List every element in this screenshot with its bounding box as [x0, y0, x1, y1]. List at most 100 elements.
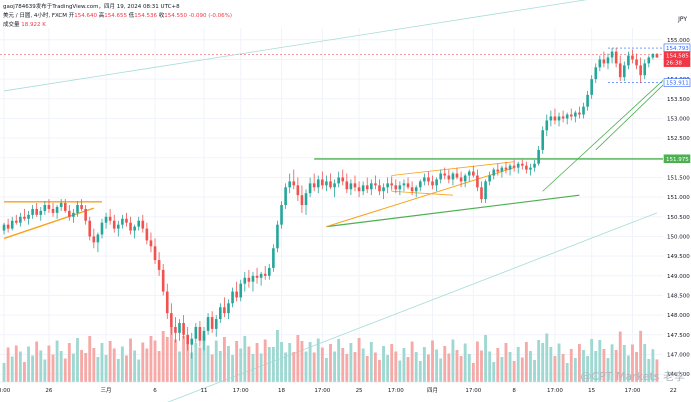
volume-bar: [569, 349, 573, 382]
time-axis[interactable]: 8:00 26 三月 6 11 17:00 18 17:00 25 17:00 四月 17:00 8 17…: [0, 381, 677, 394]
volume-bar: [125, 355, 128, 382]
candle-body: [255, 275, 259, 278]
volume-bar: [198, 347, 202, 382]
candle-body: [345, 181, 349, 190]
candle-body: [149, 240, 153, 247]
candle-body: [157, 260, 161, 270]
candle-body: [414, 187, 418, 192]
volume-bar: [214, 340, 218, 382]
candle-body: [88, 220, 92, 237]
candle-body: [100, 222, 104, 235]
candle-body: [427, 177, 430, 182]
candle-body: [276, 224, 279, 249]
volume-bar: [271, 347, 275, 382]
candle-body: [492, 169, 496, 176]
high-label: 高: [98, 13, 105, 19]
candle-body: [308, 183, 312, 194]
volume-bar: [88, 336, 92, 382]
candle-body: [259, 273, 263, 278]
volume-bar: [598, 340, 602, 382]
candle-body: [14, 220, 18, 223]
price-axis[interactable]: 155.000154.500154.000153.500153.000152.5…: [663, 0, 691, 402]
candle-body: [284, 187, 287, 205]
candle-body: [549, 116, 553, 121]
candle-body: [170, 313, 173, 327]
candle-body: [247, 277, 251, 282]
volume-bar: [422, 347, 426, 382]
candle-body: [353, 183, 357, 188]
candle-body: [341, 177, 345, 182]
candle-body: [304, 193, 308, 205]
volume-bar: [398, 360, 402, 382]
candle-body: [623, 65, 626, 78]
time-tick-label: 26: [45, 388, 52, 394]
price-tag: [663, 154, 691, 164]
candle-body: [512, 165, 516, 168]
volume-bar: [304, 351, 308, 382]
price-axis-background: [663, 0, 691, 402]
volume-bar: [243, 336, 247, 382]
candle-body: [582, 106, 585, 115]
candle-body: [541, 130, 545, 150]
candle-body: [329, 181, 332, 188]
candle-body: [627, 55, 630, 66]
volume-bar: [410, 341, 414, 382]
candle-body: [443, 173, 447, 176]
volume-bar: [573, 358, 577, 382]
volume-bar: [259, 353, 263, 382]
volume-bar: [529, 351, 532, 382]
candle-body: [325, 181, 328, 186]
candle-body: [394, 185, 398, 190]
volume-bar: [263, 339, 267, 382]
volume-bar: [447, 353, 451, 382]
candle-body: [410, 187, 414, 192]
candle-body: [594, 67, 598, 80]
price-tag-label: 154.793: [666, 46, 689, 52]
volume-bar: [43, 359, 47, 382]
candle-body: [280, 205, 283, 225]
volume-bar: [557, 343, 561, 382]
price-tick-label: 148.000: [667, 313, 690, 319]
candle-body: [202, 330, 206, 341]
volume-bar: [577, 344, 581, 382]
volume-bar: [459, 356, 463, 382]
volume-bar: [169, 326, 173, 382]
price-tick-label: 151.500: [667, 175, 690, 181]
volume-bar: [508, 352, 512, 382]
candle-body: [174, 326, 177, 333]
candle-body: [186, 334, 189, 345]
volume-bar: [594, 351, 598, 382]
volume-bar: [312, 352, 316, 382]
trend-drawings: [3, 47, 682, 240]
candle-body: [263, 273, 267, 276]
volume-bar: [47, 345, 51, 382]
price-tick-label: 150.500: [667, 215, 690, 221]
volume-bar: [553, 356, 557, 382]
candle-body: [557, 116, 561, 121]
volume-bar: [475, 341, 479, 382]
volume-bar: [373, 352, 377, 382]
candle-body: [406, 183, 410, 188]
candle-body: [178, 323, 181, 333]
candle-body: [610, 51, 614, 58]
volume-bar: [31, 355, 35, 382]
candle-body: [108, 216, 112, 221]
candle-body: [349, 183, 353, 190]
symbol-label[interactable]: 美元 / 日圆, 4小时, FXCM: [3, 13, 67, 19]
candle-body: [455, 173, 459, 178]
candle-body: [296, 185, 300, 196]
candle-body: [129, 222, 132, 231]
candle-body: [357, 187, 361, 192]
candle-body: [488, 175, 491, 182]
price-tag: [663, 58, 691, 67]
time-tick-label: 17:00: [465, 388, 481, 394]
time-tick-label: 四月: [427, 387, 438, 394]
volume-bar: [178, 351, 181, 382]
volume-bar: [18, 351, 22, 382]
ohlc-legend: 美元 / 日圆, 4小时, FXCM 开154.640 高154.655 低15…: [3, 11, 232, 19]
candle-body: [639, 65, 642, 76]
volume-bar: [76, 338, 79, 382]
time-tick-label: 17:00: [233, 388, 249, 394]
volume-bar: [582, 350, 585, 382]
